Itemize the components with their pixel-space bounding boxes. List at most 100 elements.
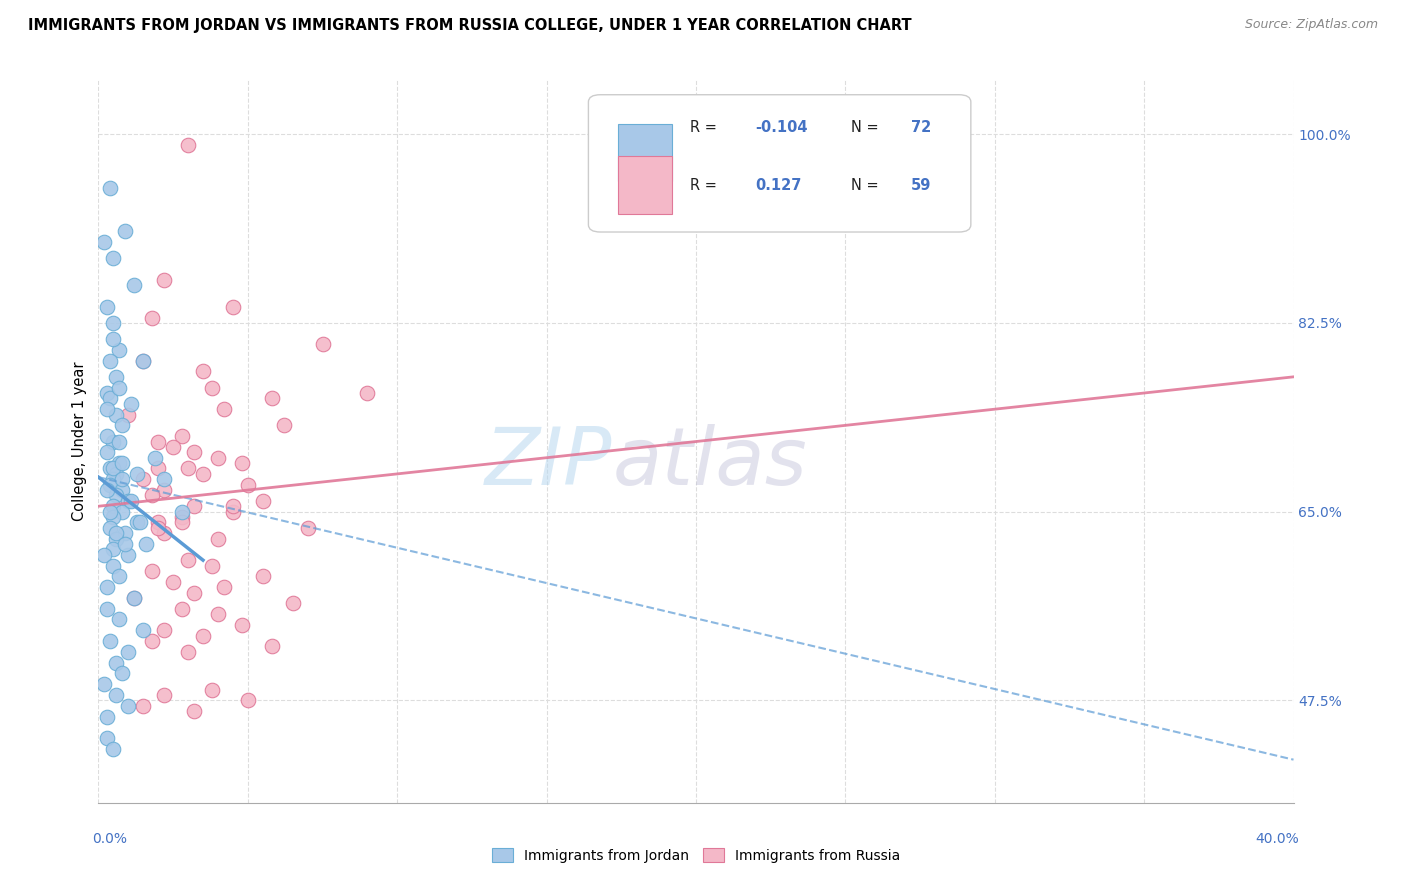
- Point: [96, 386, 118, 401]
- Point: [207, 607, 229, 621]
- Point: [108, 434, 131, 449]
- Point: [96, 402, 118, 417]
- Point: [103, 742, 125, 756]
- Point: [108, 343, 131, 357]
- Point: [132, 624, 155, 638]
- Point: [135, 537, 157, 551]
- Point: [148, 461, 170, 475]
- Text: Source: ZipAtlas.com: Source: ZipAtlas.com: [1244, 18, 1378, 31]
- Point: [201, 558, 224, 573]
- Point: [96, 709, 118, 723]
- Point: [311, 337, 333, 351]
- Point: [103, 500, 125, 514]
- Point: [114, 224, 136, 238]
- Point: [98, 461, 122, 475]
- Point: [124, 591, 146, 605]
- Point: [98, 634, 122, 648]
- Point: [111, 472, 134, 486]
- Point: [96, 483, 118, 497]
- Point: [103, 542, 125, 557]
- Text: 59: 59: [911, 178, 931, 193]
- Point: [132, 353, 155, 368]
- Point: [212, 580, 235, 594]
- Point: [111, 666, 134, 681]
- Point: [172, 510, 194, 524]
- Point: [120, 397, 142, 411]
- Point: [141, 634, 163, 648]
- FancyBboxPatch shape: [589, 95, 972, 232]
- Point: [177, 645, 200, 659]
- Text: 0.127: 0.127: [756, 178, 801, 193]
- Y-axis label: College, Under 1 year: College, Under 1 year: [72, 362, 87, 521]
- Point: [252, 569, 274, 583]
- Point: [281, 596, 304, 610]
- Point: [105, 369, 128, 384]
- Point: [105, 532, 128, 546]
- Point: [143, 450, 166, 465]
- Point: [172, 429, 194, 443]
- Point: [103, 510, 125, 524]
- Point: [153, 624, 176, 638]
- Text: atlas: atlas: [613, 425, 807, 502]
- Point: [172, 601, 194, 615]
- Point: [222, 505, 245, 519]
- Point: [127, 516, 149, 530]
- Text: N =: N =: [852, 120, 883, 135]
- Point: [260, 392, 283, 406]
- Point: [201, 381, 224, 395]
- Point: [236, 477, 259, 491]
- Point: [177, 553, 200, 567]
- Point: [96, 580, 118, 594]
- Point: [105, 526, 128, 541]
- Point: [153, 273, 176, 287]
- Point: [117, 408, 139, 422]
- Point: [93, 548, 115, 562]
- Point: [183, 585, 205, 599]
- Point: [120, 493, 142, 508]
- Point: [105, 688, 128, 702]
- Point: [103, 472, 125, 486]
- Point: [172, 505, 194, 519]
- Point: [98, 505, 122, 519]
- Point: [105, 408, 128, 422]
- FancyBboxPatch shape: [619, 124, 672, 181]
- Point: [124, 591, 146, 605]
- Point: [231, 456, 253, 470]
- Point: [93, 235, 115, 249]
- Point: [103, 434, 125, 449]
- Point: [222, 300, 245, 314]
- Point: [124, 278, 146, 293]
- Text: N =: N =: [852, 178, 883, 193]
- Point: [207, 532, 229, 546]
- Point: [260, 640, 283, 654]
- Point: [105, 467, 128, 481]
- Point: [98, 392, 122, 406]
- Text: R =: R =: [690, 178, 725, 193]
- Point: [127, 467, 149, 481]
- Point: [153, 688, 176, 702]
- Point: [183, 445, 205, 459]
- Point: [207, 450, 229, 465]
- Point: [356, 386, 378, 401]
- Point: [201, 682, 224, 697]
- Point: [96, 429, 118, 443]
- Point: [177, 461, 200, 475]
- Point: [153, 526, 176, 541]
- Point: [117, 645, 139, 659]
- Point: [108, 612, 131, 626]
- Point: [105, 656, 128, 670]
- Point: [183, 500, 205, 514]
- Point: [141, 564, 163, 578]
- Text: 40.0%: 40.0%: [1256, 831, 1299, 846]
- Point: [191, 467, 214, 481]
- Point: [108, 381, 131, 395]
- Point: [132, 472, 155, 486]
- Legend: Immigrants from Jordan, Immigrants from Russia: Immigrants from Jordan, Immigrants from …: [486, 842, 905, 868]
- Point: [103, 316, 125, 330]
- Point: [148, 434, 170, 449]
- Point: [93, 677, 115, 691]
- Point: [96, 601, 118, 615]
- Point: [111, 456, 134, 470]
- Point: [236, 693, 259, 707]
- Point: [96, 731, 118, 745]
